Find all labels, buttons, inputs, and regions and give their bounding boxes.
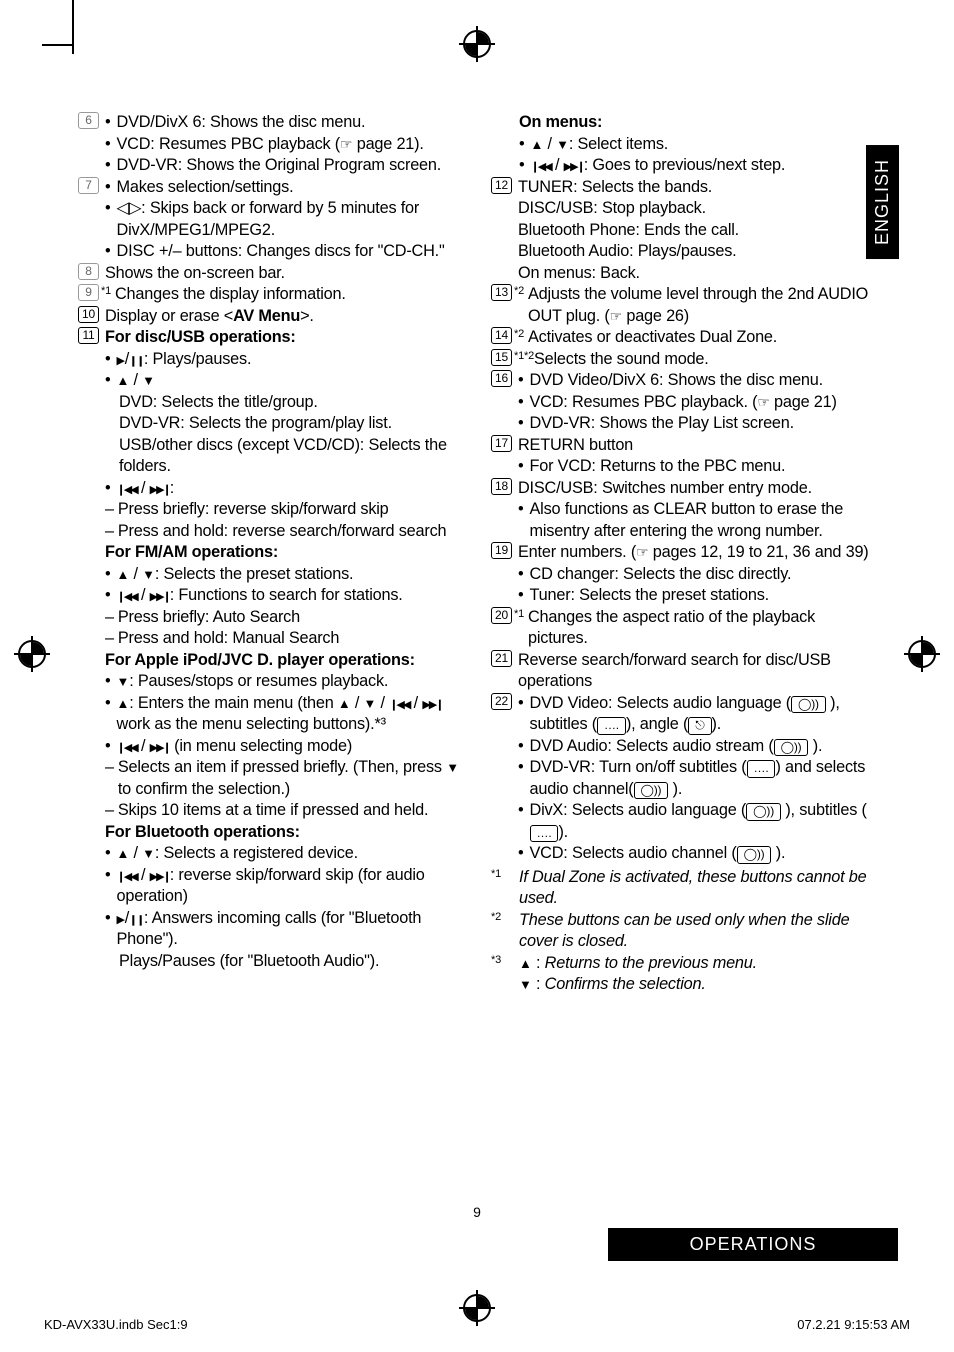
- registration-mark-right: [908, 640, 936, 668]
- ref-num: 18: [491, 478, 512, 495]
- list-item: Changes the aspect ratio of the playback…: [528, 607, 876, 650]
- list-item: Selects an item if pressed briefly. (The…: [105, 757, 463, 800]
- ref-num: 8: [78, 263, 99, 280]
- page-number: 9: [473, 1204, 481, 1220]
- section-heading: For Apple iPod/JVC D. player operations:: [105, 651, 415, 669]
- ref-num: 11: [78, 327, 99, 344]
- list-item: Press and hold: Manual Search: [105, 628, 463, 650]
- list-item: TUNER: Selects the bands.: [518, 177, 876, 199]
- list-item: Adjusts the volume level through the 2nd…: [528, 284, 876, 327]
- list-item: VCD: Resumes PBC playback. ( page 21): [518, 392, 876, 414]
- list-item: DISC/USB: Switches number entry mode.: [518, 478, 876, 500]
- right-column: On menus: / : Select items. / : Goes to …: [491, 112, 876, 996]
- list-item: DVD-VR: Turn on/off subtitles (….) and s…: [518, 757, 876, 800]
- list-item: / : reverse skip/forward skip (for audio…: [105, 865, 463, 908]
- list-item: /: [105, 370, 463, 392]
- list-item: Shows the on-screen bar.: [105, 263, 463, 285]
- footnote: : Returns to the previous menu.: [519, 953, 876, 975]
- footer-timestamp: 07.2.21 9:15:53 AM: [797, 1317, 910, 1332]
- footnote: If Dual Zone is activated, these buttons…: [519, 867, 876, 910]
- list-item: / : Functions to search for stations.: [105, 585, 463, 607]
- registration-mark-left: [18, 640, 46, 668]
- list-item: /: Plays/pauses.: [105, 349, 463, 371]
- list-item: USB/other discs (except VCD/CD): Selects…: [105, 435, 463, 478]
- list-item: RETURN button: [518, 435, 876, 457]
- list-item: VCD: Selects audio channel (◯)) ).: [518, 843, 876, 865]
- list-item: Display or erase <AV Menu>.: [105, 306, 463, 328]
- list-item: Reverse search/forward search for disc/U…: [518, 650, 876, 693]
- list-item: / : Selects the preset stations.: [105, 564, 463, 586]
- ref-num: 22: [491, 693, 512, 710]
- list-item: DVD-VR: Shows the Original Program scree…: [105, 155, 463, 177]
- left-column: 6 DVD/DivX 6: Shows the disc menu. VCD: …: [78, 112, 463, 996]
- ref-num: 12: [491, 177, 512, 194]
- list-item: Press briefly: reverse skip/forward skip: [105, 499, 463, 521]
- ref-num: 20: [491, 607, 512, 624]
- list-item: Bluetooth Audio: Plays/pauses.: [518, 241, 876, 263]
- list-item: Activates or deactivates Dual Zone.: [528, 327, 876, 349]
- list-item: / : Goes to previous/next step.: [519, 155, 876, 177]
- list-item: Makes selection/settings.: [105, 177, 463, 199]
- list-item: Press briefly: Auto Search: [105, 607, 463, 629]
- ref-num: 14: [491, 327, 512, 344]
- footnote-marker: *1: [491, 867, 519, 882]
- list-item: / (in menu selecting mode): [105, 736, 463, 758]
- footer-section-bar: OPERATIONS: [608, 1228, 898, 1261]
- footnote-marker: *3: [491, 953, 519, 968]
- ref-num: 15: [491, 349, 512, 366]
- footnote: : Confirms the selection.: [519, 974, 876, 996]
- list-item: Enter numbers. ( pages 12, 19 to 21, 36 …: [518, 542, 876, 564]
- footnote: These buttons can be used only when the …: [519, 910, 876, 953]
- section-heading: For Bluetooth operations:: [105, 823, 300, 841]
- list-item: DVD Video/DivX 6: Shows the disc menu.: [518, 370, 876, 392]
- ref-num: 6: [78, 112, 99, 129]
- list-item: DVD: Selects the title/group.: [105, 392, 463, 414]
- section-heading: For FM/AM operations:: [105, 543, 278, 561]
- ref-num: 7: [78, 177, 99, 194]
- footnote-marker: *2: [491, 910, 519, 925]
- ref-num: 13: [491, 284, 512, 301]
- list-item: DISC +/– buttons: Changes discs for "CD-…: [105, 241, 463, 263]
- list-item: /: Answers incoming calls (for "Bluetoot…: [105, 908, 463, 951]
- ref-num: 19: [491, 542, 512, 559]
- list-item: DVD-VR: Selects the program/play list.: [105, 413, 463, 435]
- list-item: On menus: Back.: [518, 263, 876, 285]
- list-item: Plays/Pauses (for "Bluetooth Audio").: [105, 951, 463, 973]
- list-item: DVD-VR: Shows the Play List screen.: [518, 413, 876, 435]
- list-item: / : Selects a registered device.: [105, 843, 463, 865]
- list-item: Selects the sound mode.: [534, 349, 876, 371]
- list-item: / : Select items.: [519, 134, 876, 156]
- ref-num: 21: [491, 650, 512, 667]
- ref-num: 16: [491, 370, 512, 387]
- list-item: ◁▷: Skips back or forward by 5 minutes f…: [105, 198, 463, 241]
- list-item: VCD: Resumes PBC playback ( page 21).: [105, 134, 463, 156]
- ref-num: 9: [78, 284, 99, 301]
- list-item: / :: [105, 478, 463, 500]
- list-item: : Enters the main menu (then / / / work …: [105, 693, 463, 736]
- list-item: Bluetooth Phone: Ends the call.: [518, 220, 876, 242]
- list-item: DVD/DivX 6: Shows the disc menu.: [105, 112, 463, 134]
- list-item: Press and hold: reverse search/forward s…: [105, 521, 463, 543]
- list-item: : Pauses/stops or resumes playback.: [105, 671, 463, 693]
- list-item: Tuner: Selects the preset stations.: [518, 585, 876, 607]
- list-item: DVD Video: Selects audio language (◯)) )…: [518, 693, 876, 736]
- section-heading: For disc/USB operations:: [105, 328, 296, 346]
- ref-num: 10: [78, 306, 99, 323]
- ref-num: 17: [491, 435, 512, 452]
- footer-meta: KD-AVX33U.indb Sec1:9 07.2.21 9:15:53 AM: [44, 1317, 910, 1332]
- registration-mark-top: [463, 30, 491, 58]
- list-item: For VCD: Returns to the PBC menu.: [518, 456, 876, 478]
- list-item: DVD Audio: Selects audio stream (◯)) ).: [518, 736, 876, 758]
- crop-mark: [72, 0, 74, 54]
- section-heading: On menus:: [519, 113, 602, 131]
- list-item: CD changer: Selects the disc directly.: [518, 564, 876, 586]
- footer-file: KD-AVX33U.indb Sec1:9: [44, 1317, 188, 1332]
- list-item: Changes the display information.: [115, 284, 463, 306]
- page-content: 6 DVD/DivX 6: Shows the disc menu. VCD: …: [78, 112, 876, 996]
- list-item: DivX: Selects audio language (◯)) ), sub…: [518, 800, 876, 843]
- list-item: Skips 10 items at a time if pressed and …: [105, 800, 463, 822]
- list-item: Also functions as CLEAR button to erase …: [518, 499, 876, 542]
- list-item: DISC/USB: Stop playback.: [518, 198, 876, 220]
